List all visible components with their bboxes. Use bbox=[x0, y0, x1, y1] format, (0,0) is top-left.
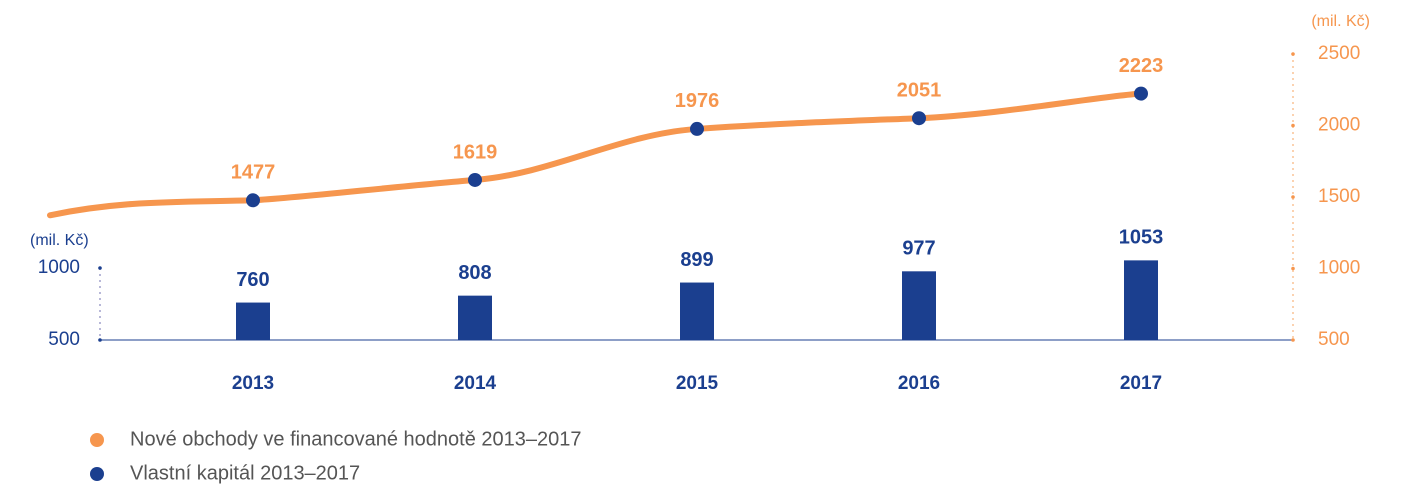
y2-tick bbox=[1291, 52, 1295, 56]
bar-value-label: 760 bbox=[236, 269, 269, 291]
line-point bbox=[1134, 86, 1148, 101]
x-tick-label: 2015 bbox=[676, 373, 719, 394]
y-tick bbox=[98, 338, 102, 342]
y2-axis-label: (mil. Kč) bbox=[1311, 13, 1370, 30]
bar bbox=[1124, 260, 1158, 340]
y2-tick-label: 1000 bbox=[1318, 258, 1360, 279]
bar bbox=[236, 302, 270, 340]
line-value-label: 2223 bbox=[1119, 55, 1164, 77]
line-value-label: 1477 bbox=[231, 162, 276, 184]
legend-marker bbox=[90, 433, 104, 447]
line-point bbox=[468, 172, 482, 187]
bar bbox=[680, 282, 714, 340]
line-value-label: 1619 bbox=[453, 141, 498, 163]
y2-tick-label: 1500 bbox=[1318, 186, 1360, 207]
y2-tick-label: 2000 bbox=[1318, 115, 1360, 136]
y2-tick-label: 2500 bbox=[1318, 43, 1360, 64]
y2-tick-label: 500 bbox=[1318, 329, 1350, 350]
bar bbox=[458, 295, 492, 340]
bar-value-label: 1053 bbox=[1119, 227, 1164, 249]
line-point bbox=[246, 193, 260, 208]
legend-label: Nové obchody ve financované hodnotě 2013… bbox=[130, 428, 581, 450]
x-tick-label: 2014 bbox=[454, 373, 497, 394]
x-tick-label: 2016 bbox=[898, 373, 940, 394]
line-value-label: 1976 bbox=[675, 90, 720, 112]
y2-tick bbox=[1291, 266, 1295, 271]
bar-value-label: 808 bbox=[458, 262, 491, 284]
line-point bbox=[690, 121, 704, 136]
line-lead bbox=[47, 197, 256, 219]
bar-value-label: 977 bbox=[902, 238, 935, 260]
y-tick-label: 500 bbox=[48, 329, 80, 350]
legend-marker bbox=[90, 467, 104, 481]
x-tick-label: 2017 bbox=[1120, 373, 1162, 394]
bar bbox=[902, 271, 936, 340]
bar-value-label: 899 bbox=[680, 249, 713, 271]
line-value-label: 2051 bbox=[897, 79, 942, 101]
y-axis-label: (mil. Kč) bbox=[30, 232, 89, 249]
x-tick-label: 2013 bbox=[232, 373, 274, 394]
y2-tick bbox=[1291, 123, 1295, 128]
y2-tick bbox=[1291, 195, 1295, 199]
y2-tick bbox=[1291, 338, 1295, 342]
line-point bbox=[912, 111, 926, 126]
y-tick bbox=[98, 266, 102, 270]
y-tick-label: 1000 bbox=[38, 257, 80, 278]
legend-label: Vlastní kapitál 2013–2017 bbox=[130, 462, 360, 484]
